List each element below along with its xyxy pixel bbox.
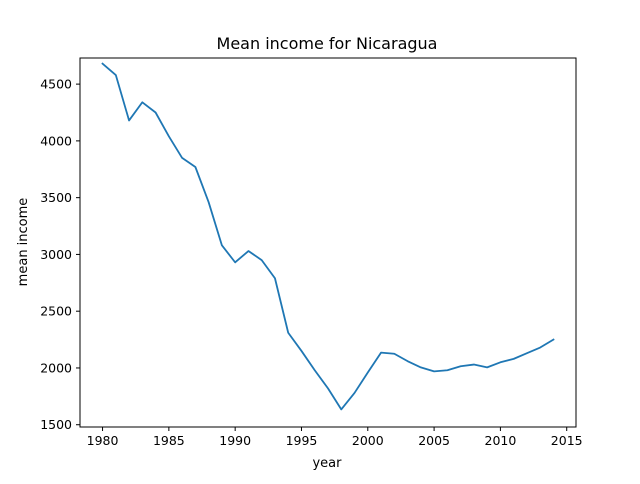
- y-axis-ticks: 1500 2000 2500 3000 3500 4000 4500: [40, 77, 80, 432]
- x-axis-label: year: [312, 456, 342, 471]
- x-axis-ticks: 1980 1985 1990 1995 2000 2005 2010 2015: [87, 427, 583, 448]
- y-tick-label: 1500: [40, 417, 72, 432]
- plot-frame: [79, 57, 577, 428]
- x-tick-label: 2015: [551, 433, 583, 448]
- y-tick-label: 4500: [40, 77, 72, 92]
- x-tick-label: 1980: [87, 433, 119, 448]
- x-tick-label: 1990: [219, 433, 251, 448]
- y-tick-label: 2000: [40, 360, 72, 375]
- x-tick-label: 1995: [286, 433, 318, 448]
- series-line: [101, 62, 555, 411]
- y-tick-label: 4000: [40, 133, 72, 148]
- chart-title: Mean income for Nicaragua: [217, 34, 438, 53]
- x-tick-label: 2005: [418, 433, 450, 448]
- x-tick-label: 2010: [485, 433, 517, 448]
- y-tick-label: 3500: [40, 190, 72, 205]
- y-tick-label: 3000: [40, 247, 72, 262]
- y-axis-label: mean income: [16, 198, 31, 287]
- x-tick-label: 2000: [352, 433, 384, 448]
- y-tick-label: 2500: [40, 304, 72, 319]
- x-tick-label: 1985: [153, 433, 185, 448]
